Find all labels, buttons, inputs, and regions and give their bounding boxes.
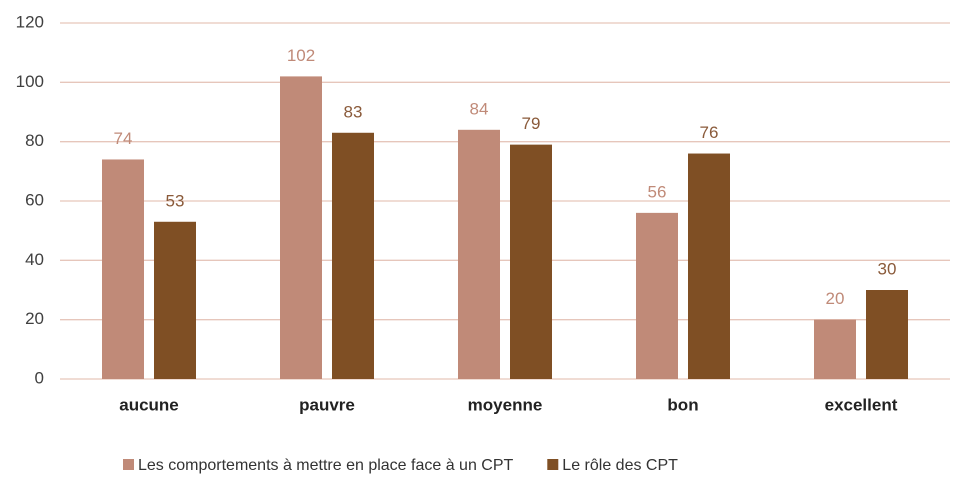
y-tick-label: 60 — [25, 190, 44, 209]
bar — [154, 221, 196, 379]
x-tick-label: moyenne — [468, 395, 543, 414]
legend-label: Les comportements à mettre en place face… — [138, 457, 514, 474]
bar — [636, 212, 678, 379]
x-tick-label: excellent — [825, 395, 898, 414]
bar — [332, 132, 374, 379]
data-label: 76 — [700, 123, 719, 142]
legend-label: Le rôle des CPT — [562, 457, 678, 474]
y-tick-label: 0 — [35, 368, 44, 387]
y-tick-label: 40 — [25, 250, 44, 269]
x-tick-label: pauvre — [299, 395, 355, 414]
bar — [280, 76, 322, 380]
legend: Les comportements à mettre en place face… — [123, 457, 678, 474]
legend-swatch — [123, 459, 134, 470]
data-label: 79 — [522, 114, 541, 133]
y-tick-label: 120 — [16, 12, 44, 31]
y-tick-label: 80 — [25, 131, 44, 150]
data-label: 102 — [287, 46, 315, 65]
bar — [458, 129, 500, 379]
data-label: 53 — [166, 191, 185, 210]
x-tick-label: bon — [667, 395, 698, 414]
bar — [102, 159, 144, 379]
x-tick-label: aucune — [119, 395, 179, 414]
bar — [814, 319, 856, 379]
legend-swatch — [547, 459, 559, 470]
data-label: 56 — [648, 182, 667, 201]
data-label: 74 — [114, 129, 133, 148]
bar — [866, 290, 908, 379]
y-tick-label: 100 — [16, 72, 44, 91]
bar — [688, 153, 730, 379]
y-tick-label: 20 — [25, 309, 44, 328]
data-label: 84 — [470, 99, 489, 118]
data-label: 30 — [878, 259, 897, 278]
data-label: 83 — [344, 102, 363, 121]
data-label: 20 — [826, 289, 845, 308]
bar — [510, 144, 552, 379]
